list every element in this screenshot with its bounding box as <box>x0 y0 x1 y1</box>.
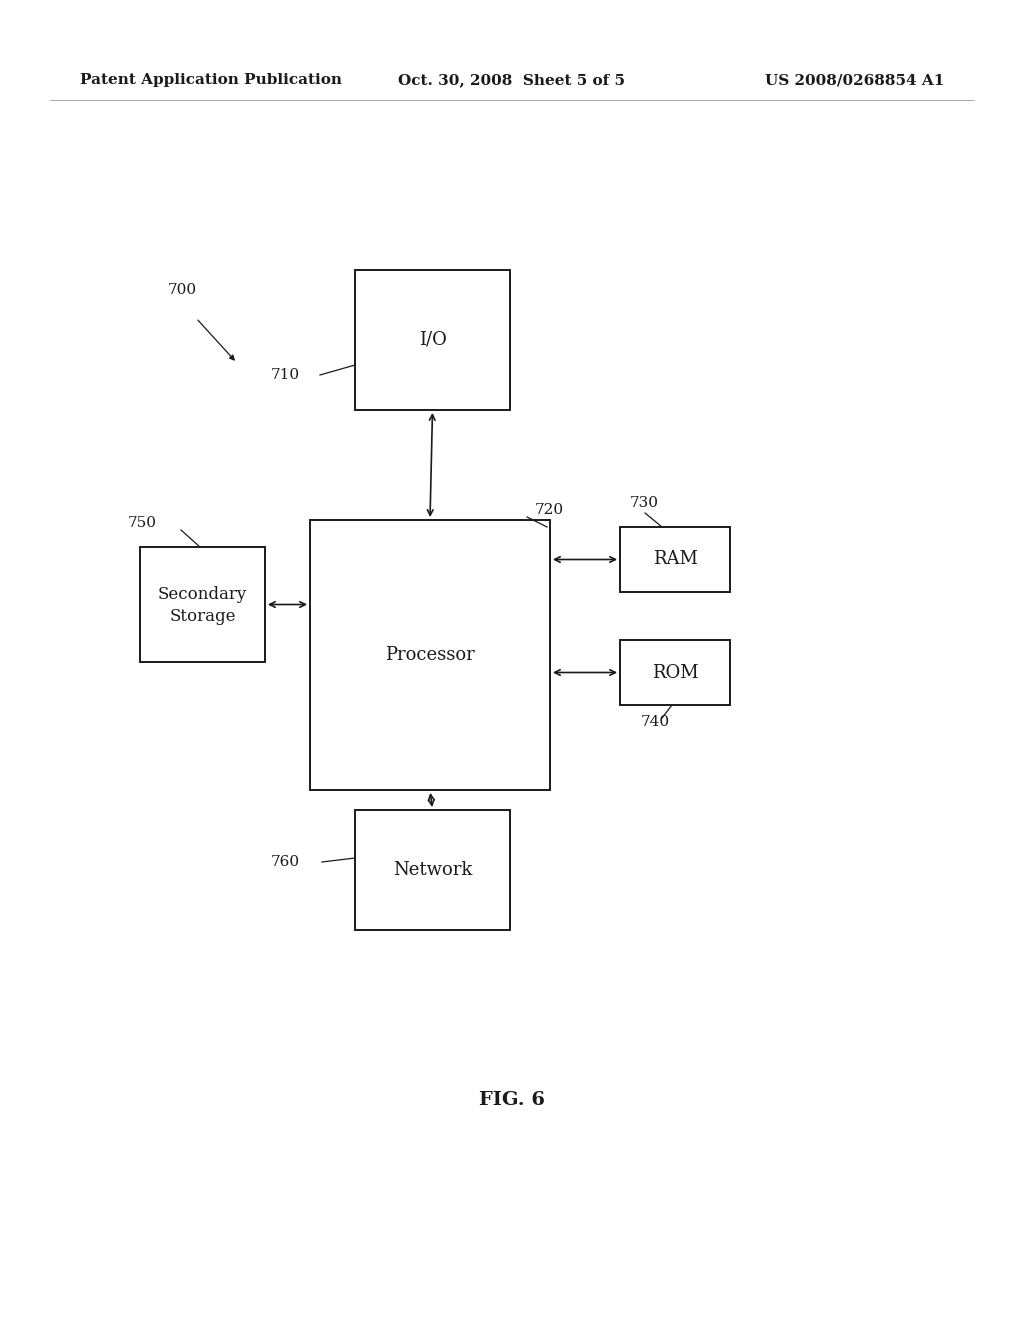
Text: 700: 700 <box>168 282 198 297</box>
Bar <box>355 271 510 411</box>
Text: 720: 720 <box>535 503 564 517</box>
Text: Oct. 30, 2008  Sheet 5 of 5: Oct. 30, 2008 Sheet 5 of 5 <box>398 73 626 87</box>
Bar <box>620 527 730 591</box>
Text: Network: Network <box>393 861 472 879</box>
Text: 740: 740 <box>641 715 670 729</box>
Text: FIG. 6: FIG. 6 <box>479 1092 545 1109</box>
Text: 760: 760 <box>271 855 300 869</box>
Text: 730: 730 <box>630 496 659 510</box>
Bar <box>355 810 510 931</box>
Text: Patent Application Publication: Patent Application Publication <box>80 73 342 87</box>
Text: Storage: Storage <box>169 609 236 624</box>
Bar <box>310 520 550 789</box>
Text: Secondary: Secondary <box>158 586 247 603</box>
Text: I/O: I/O <box>419 331 446 348</box>
Text: ROM: ROM <box>651 664 698 681</box>
Text: 750: 750 <box>128 516 157 531</box>
Text: RAM: RAM <box>652 550 697 569</box>
Text: US 2008/0268854 A1: US 2008/0268854 A1 <box>765 73 944 87</box>
Text: Processor: Processor <box>385 645 475 664</box>
Bar <box>620 640 730 705</box>
Bar <box>140 546 265 663</box>
Text: 710: 710 <box>271 368 300 381</box>
